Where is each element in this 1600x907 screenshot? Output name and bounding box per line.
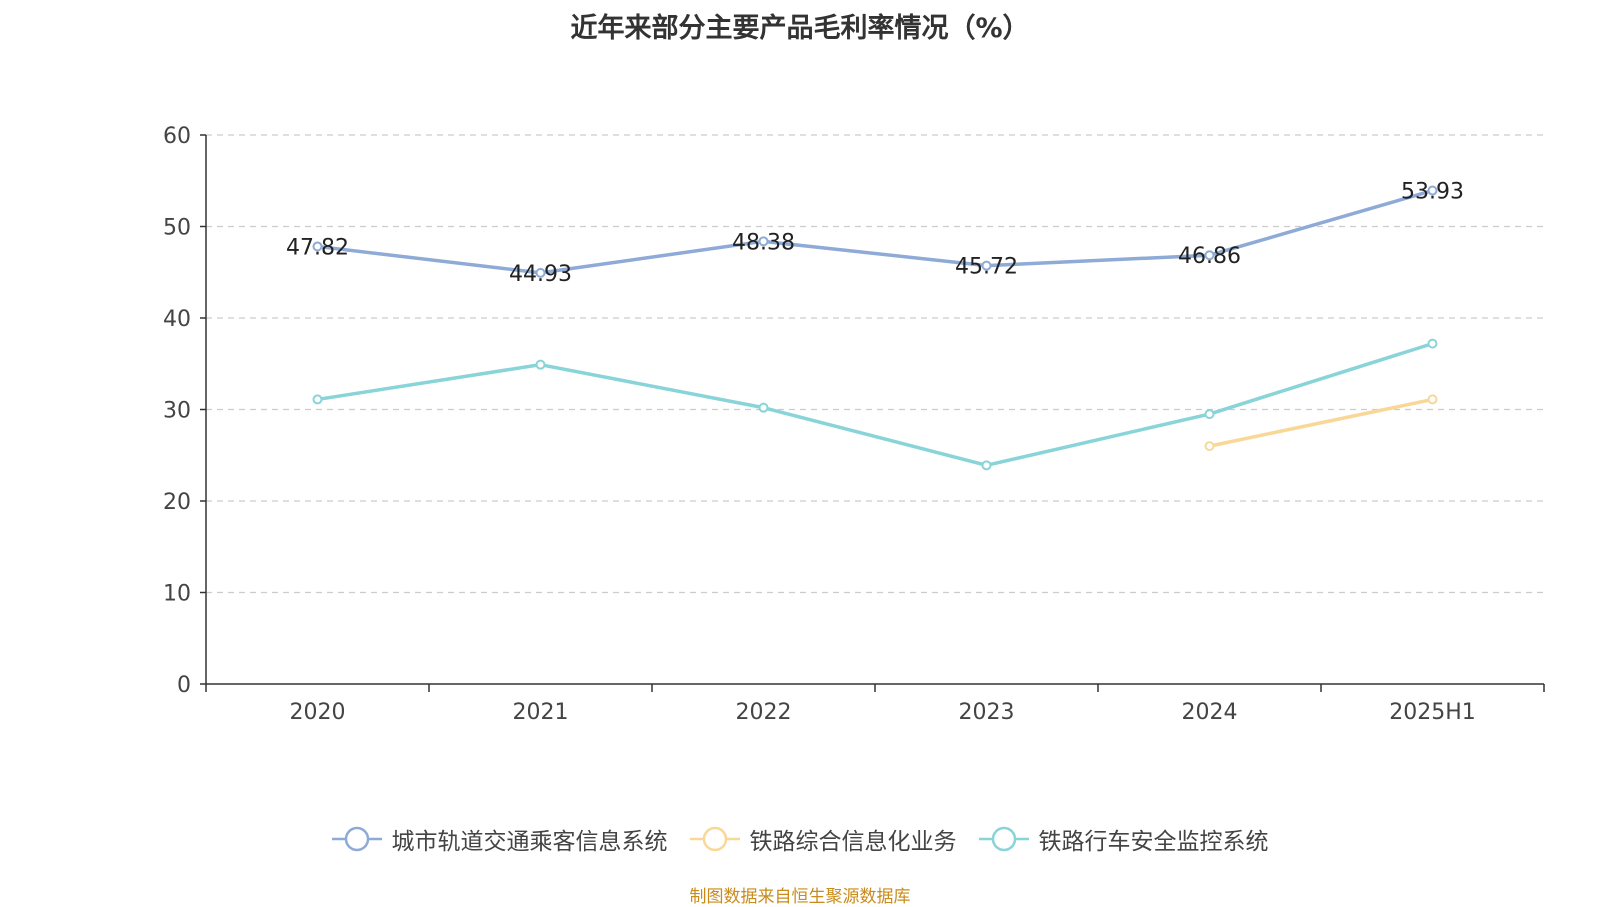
data-label: 48.38 xyxy=(732,230,795,255)
data-point xyxy=(758,402,769,413)
y-tick-label: 30 xyxy=(163,399,191,424)
y-tick-label: 40 xyxy=(163,307,191,332)
y-tick-label: 20 xyxy=(163,490,191,515)
data-label: 47.82 xyxy=(286,235,349,260)
legend-item[interactable]: 铁路综合信息化业务 xyxy=(689,822,957,856)
data-point xyxy=(535,267,546,278)
y-tick-label: 10 xyxy=(163,582,191,607)
data-point xyxy=(1204,409,1215,420)
x-tick-label: 2022 xyxy=(736,700,792,725)
data-point xyxy=(758,236,769,247)
legend-line-circle-icon xyxy=(331,826,382,852)
x-tick-label: 2024 xyxy=(1182,700,1238,725)
x-tick-label: 2021 xyxy=(513,700,569,725)
x-tick-label: 2020 xyxy=(290,700,346,725)
data-point xyxy=(1427,185,1438,196)
data-point xyxy=(1204,441,1215,452)
source-note: 制图数据来自恒生聚源数据库 xyxy=(689,887,911,907)
y-tick-label: 50 xyxy=(163,216,191,241)
legend: 城市轨道交通乘客信息系统 铁路综合信息化业务 铁路行车安全监控系统 xyxy=(0,822,1600,856)
legend-line-circle-icon xyxy=(689,826,740,852)
data-point xyxy=(1427,338,1438,349)
data-label: 53.93 xyxy=(1401,180,1464,205)
data-label: 46.86 xyxy=(1178,244,1241,269)
data-point xyxy=(981,260,992,271)
grid-lines xyxy=(206,134,1544,594)
series-lines xyxy=(312,185,1438,471)
data-point xyxy=(535,359,546,370)
legend-item[interactable]: 城市轨道交通乘客信息系统 xyxy=(331,822,668,856)
legend-label: 城市轨道交通乘客信息系统 xyxy=(391,829,668,855)
y-tick-label: 0 xyxy=(177,673,191,698)
legend-item[interactable]: 铁路行车安全监控系统 xyxy=(978,822,1269,856)
x-tick-label: 2023 xyxy=(959,700,1015,725)
x-tick-label: 2025H1 xyxy=(1389,700,1476,725)
legend-line-circle-icon xyxy=(978,826,1029,852)
data-point xyxy=(1427,394,1438,405)
data-point xyxy=(981,460,992,471)
chart-title: 近年来部分主要产品毛利率情况（%） xyxy=(570,13,1030,44)
data-labels: 47.82 44.93 48.38 45.72 46.86 53.93 xyxy=(286,180,1464,287)
axes: 0 10 20 30 40 50 60 2020 2021 2022 2023 2024 2025H1 xyxy=(163,124,1545,725)
series-line xyxy=(317,341,1434,468)
data-label: 44.93 xyxy=(509,262,572,287)
legend-label: 铁路综合信息化业务 xyxy=(749,829,957,855)
data-point xyxy=(312,241,323,252)
data-label: 45.72 xyxy=(955,255,1018,280)
data-point xyxy=(1204,250,1215,261)
series-line xyxy=(1209,397,1433,448)
y-tick-label: 60 xyxy=(163,124,191,149)
legend-label: 铁路行车安全监控系统 xyxy=(1038,829,1269,855)
series-line xyxy=(317,188,1433,275)
data-point xyxy=(312,394,323,405)
